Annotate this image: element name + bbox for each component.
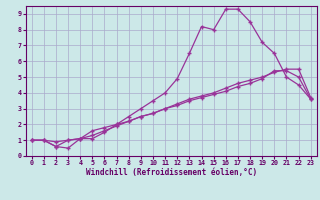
X-axis label: Windchill (Refroidissement éolien,°C): Windchill (Refroidissement éolien,°C) bbox=[86, 168, 257, 177]
